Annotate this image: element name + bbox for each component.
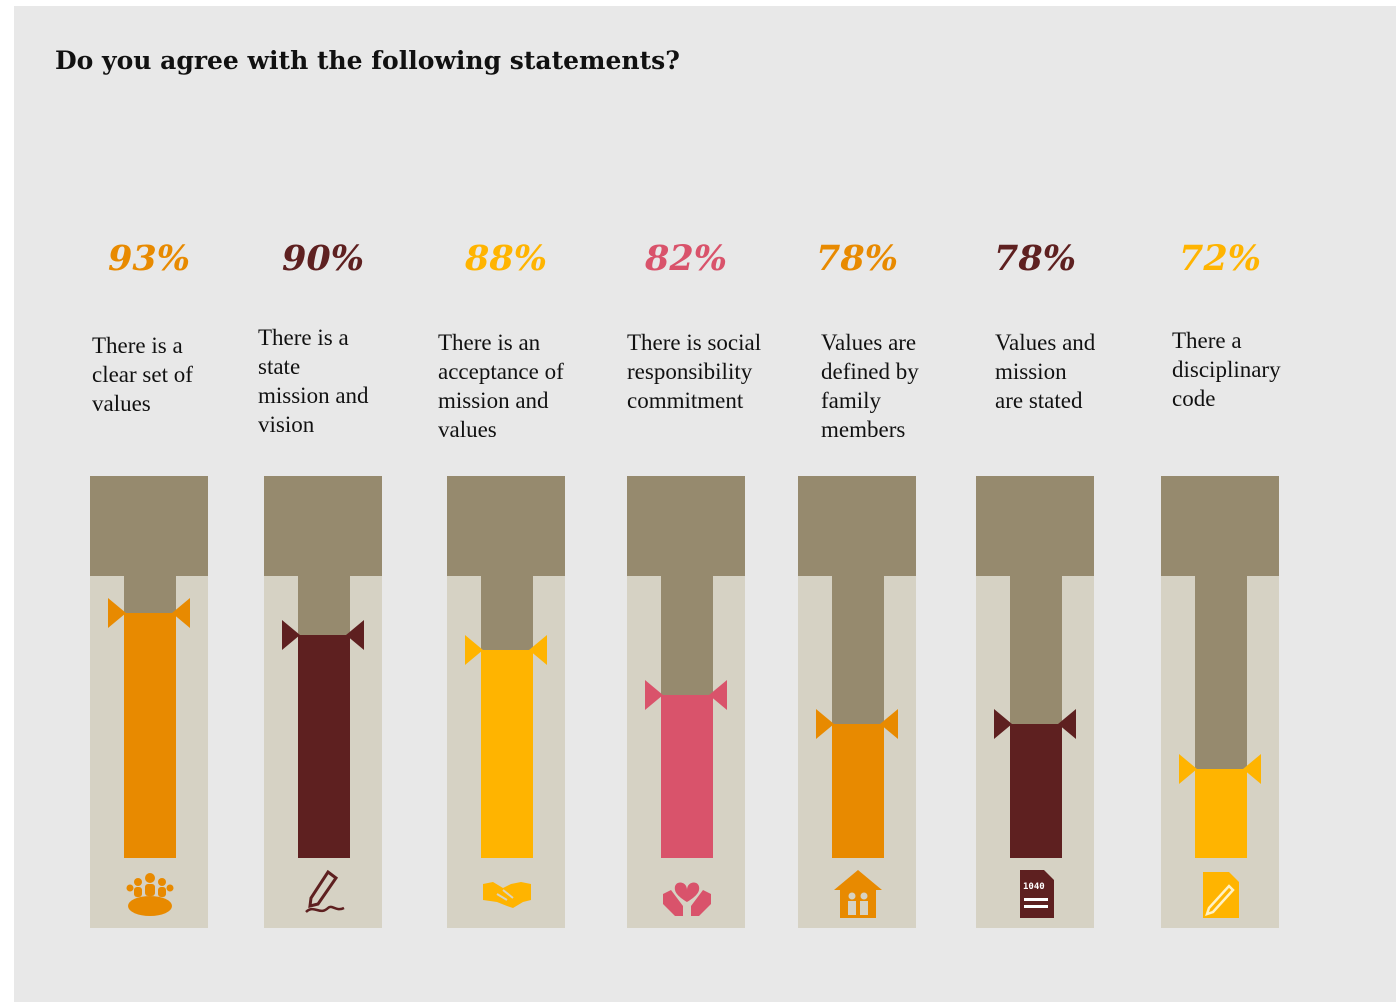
tube-empty-part <box>1010 576 1062 725</box>
level-marker-left <box>282 620 300 651</box>
thermometer-tube <box>1161 476 1279 928</box>
level-marker-left <box>465 635 483 666</box>
level-marker-right <box>172 597 190 628</box>
tube-empty-part <box>124 576 176 613</box>
level-marker-right <box>529 635 547 666</box>
value-label: 93% <box>108 238 190 279</box>
level-marker-right <box>880 709 898 740</box>
value-bar <box>124 612 176 858</box>
value-label: 82% <box>645 238 727 279</box>
pen-signature-icon <box>298 868 350 920</box>
level-marker-left <box>1179 753 1197 784</box>
tube-empty-part <box>661 576 713 695</box>
thermometer-tube: 1040 <box>976 476 1094 928</box>
thermometer-tube <box>90 476 208 928</box>
level-marker-right <box>1058 709 1076 740</box>
level-marker-left <box>994 709 1012 740</box>
handshake-icon <box>481 868 533 920</box>
level-marker-left <box>816 709 834 740</box>
thermometer-tube <box>447 476 565 928</box>
thermometer-tube <box>264 476 382 928</box>
tube-cap <box>976 476 1094 576</box>
value-bar <box>661 694 713 858</box>
heart-hands-icon <box>661 868 713 920</box>
chart-title: Do you agree with the following statemen… <box>55 46 680 75</box>
team-icon <box>124 868 176 920</box>
tube-cap <box>1161 476 1279 576</box>
category-label: There a disciplinary code <box>1172 328 1281 411</box>
family-house-icon <box>832 868 884 920</box>
value-bar <box>1010 724 1062 858</box>
value-label: 72% <box>1179 238 1261 279</box>
level-marker-left <box>645 679 663 710</box>
tube-cap <box>627 476 745 576</box>
level-marker-right <box>709 679 727 710</box>
value-bar <box>481 650 533 858</box>
tube-cap <box>798 476 916 576</box>
tube-cap <box>447 476 565 576</box>
value-bar <box>298 635 350 858</box>
value-label: 78% <box>994 238 1076 279</box>
document-edit-icon <box>1195 868 1247 920</box>
value-bar <box>1195 768 1247 858</box>
level-marker-right <box>1243 753 1261 784</box>
tube-empty-part <box>1195 576 1247 769</box>
thermometer-tube <box>627 476 745 928</box>
value-label: 88% <box>465 238 547 279</box>
level-marker-left <box>108 597 126 628</box>
level-marker-right <box>346 620 364 651</box>
tube-empty-part <box>481 576 533 651</box>
category-label: Values and mission are stated <box>995 330 1096 413</box>
svg-text:1040: 1040 <box>1023 882 1045 892</box>
category-label: There is a state mission and vision <box>258 325 369 437</box>
tube-cap <box>90 476 208 576</box>
category-label: There is an acceptance of mission and va… <box>438 330 564 442</box>
tax-form-icon: 1040 <box>1010 868 1062 920</box>
tube-empty-part <box>298 576 350 636</box>
category-label: There is a clear set of values <box>92 333 193 416</box>
tube-empty-part <box>832 576 884 725</box>
thermometer-tube <box>798 476 916 928</box>
category-label: Values are defined by family members <box>821 330 919 442</box>
tube-cap <box>264 476 382 576</box>
category-label: There is social responsibility commitmen… <box>627 330 762 413</box>
value-label: 78% <box>816 238 898 279</box>
value-bar <box>832 724 884 858</box>
value-label: 90% <box>282 238 364 279</box>
